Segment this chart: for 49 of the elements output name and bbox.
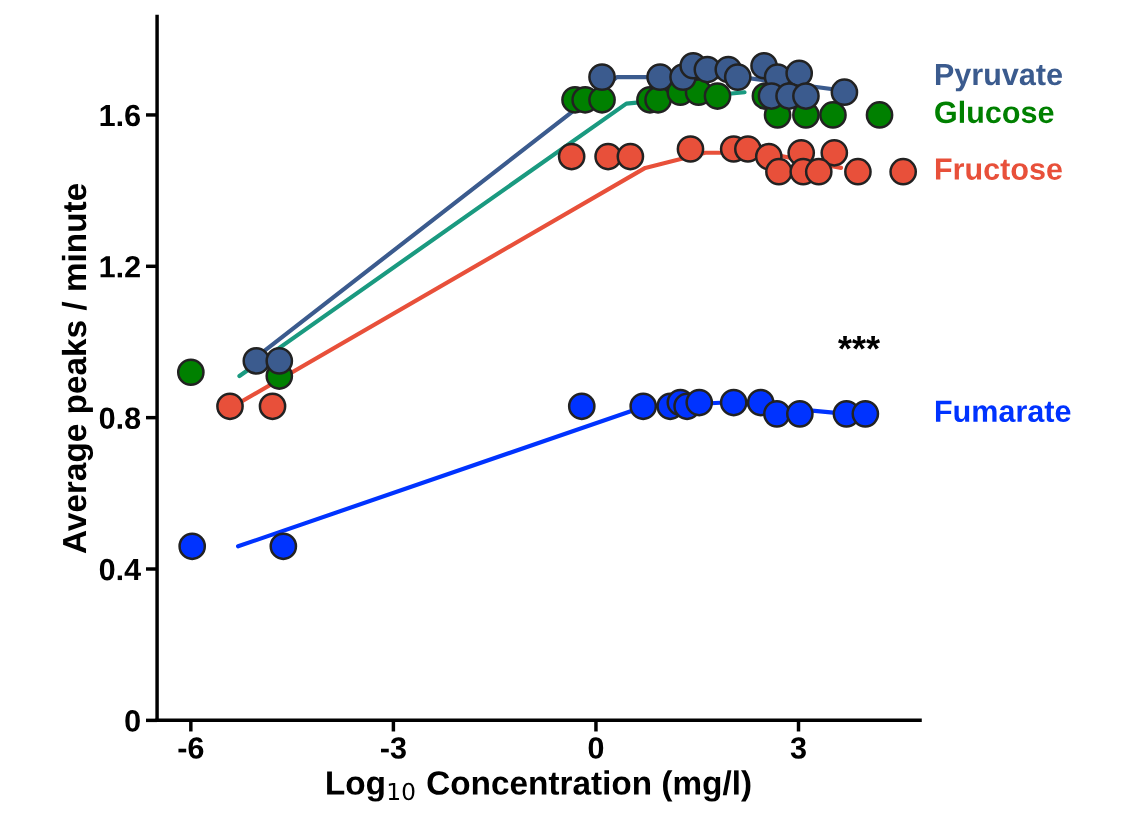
- text: Pyruvate: [935, 63, 1062, 92]
- point: [685, 388, 714, 417]
- point: [851, 400, 880, 428]
- point: [723, 63, 752, 91]
- point: [820, 138, 849, 167]
- series-label: Glucose: [935, 100, 1054, 124]
- y-axis-title: Average peaks / minute: [61, 184, 94, 554]
- point: [242, 347, 271, 375]
- y-tick-label: 1.2: [100, 256, 140, 278]
- point: [792, 82, 820, 110]
- point: [830, 78, 859, 107]
- point: [865, 101, 894, 129]
- point: [646, 63, 674, 91]
- series-label: Fructose: [935, 158, 1062, 180]
- point: [676, 135, 705, 163]
- point: [265, 347, 294, 375]
- x-tick-label: 3: [790, 737, 806, 759]
- y-tick-label: 0.4: [99, 558, 141, 581]
- point: [557, 142, 586, 171]
- y-tick-label: 0: [125, 710, 140, 732]
- point: [594, 142, 622, 171]
- point: [765, 157, 793, 186]
- point: [178, 532, 207, 561]
- point: [734, 135, 762, 163]
- y-tick-label: 0.8: [99, 407, 141, 430]
- point: [216, 392, 244, 421]
- point: [785, 59, 814, 88]
- x-axis-title: Log$_{10}$ Concentration (mg/l): [327, 770, 751, 802]
- point: [785, 400, 814, 428]
- x-tick-label: -3: [381, 737, 406, 759]
- point: [176, 358, 205, 387]
- point: [258, 392, 287, 421]
- point: [804, 157, 833, 186]
- point: [269, 532, 298, 561]
- series-label: Fumarate: [935, 400, 1071, 423]
- point: [763, 400, 791, 428]
- point: [889, 157, 918, 186]
- point: [629, 392, 658, 421]
- point: [844, 157, 872, 186]
- x-tick-label: -6: [178, 737, 204, 759]
- x-tick-label: 0: [588, 737, 604, 759]
- point: [819, 101, 847, 129]
- point: [567, 392, 596, 421]
- annotation: ***: [838, 336, 881, 350]
- point: [588, 63, 616, 91]
- point: [719, 388, 748, 417]
- y-tick-label: 1.6: [100, 104, 141, 127]
- point: [616, 142, 645, 171]
- point: [703, 82, 732, 110]
